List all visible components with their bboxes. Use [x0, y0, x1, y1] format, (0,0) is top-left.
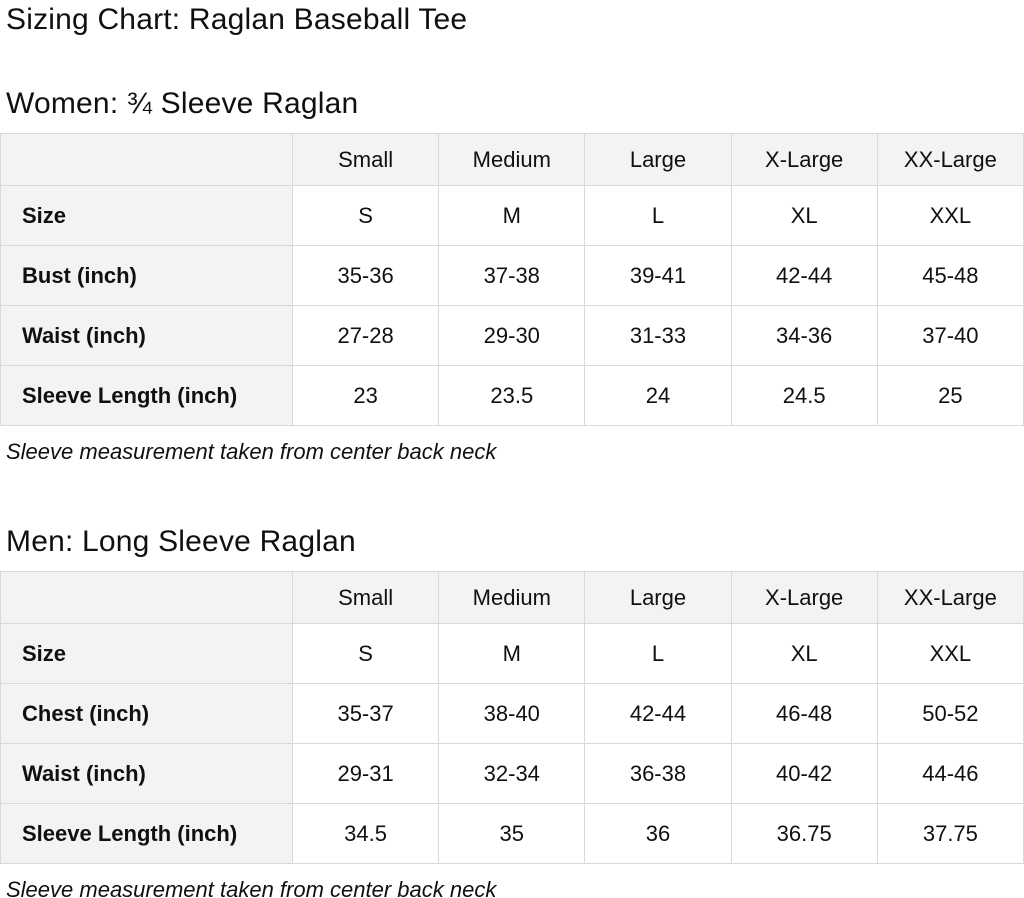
column-header-small: Small: [291, 133, 440, 186]
table-cell: 35: [438, 803, 586, 864]
men-size-table: Small Medium Large X-Large XX-Large Size S M L XL…: [0, 571, 1024, 864]
table-cell: 36.75: [730, 803, 878, 864]
row-label: Waist (inch): [0, 305, 293, 366]
table-cell: 44-46: [876, 743, 1024, 804]
table-cell: XL: [730, 185, 878, 246]
men-sleeve-footnote: Sleeve measurement taken from center bac…: [6, 877, 497, 898]
table-cell: 40-42: [730, 743, 878, 804]
table-cell: 29-31: [291, 743, 440, 804]
table-header-row: Small Medium Large X-Large XX-Large: [0, 571, 1024, 624]
row-label: Chest (inch): [0, 683, 293, 744]
table-row: Size S M L XL XXL: [0, 185, 1024, 246]
table-cell: 24.5: [730, 365, 878, 426]
corner-cell: [0, 133, 293, 186]
table-cell: S: [291, 185, 440, 246]
table-header-row: Small Medium Large X-Large XX-Large: [0, 133, 1024, 186]
table-cell: 29-30: [438, 305, 586, 366]
table-cell: L: [584, 185, 732, 246]
table-cell: 37-40: [876, 305, 1024, 366]
table-cell: XXL: [876, 623, 1024, 684]
column-header-x-large: X-Large: [730, 571, 878, 624]
column-header-small: Small: [291, 571, 440, 624]
section-women: Women: ¾ Sleeve Raglan Small Medium Large X…: [0, 86, 1024, 465]
women-size-table: Small Medium Large X-Large XX-Large Size S M L XL…: [0, 133, 1024, 426]
table-cell: 35-37: [291, 683, 440, 744]
corner-cell: [0, 571, 293, 624]
table-cell: 42-44: [584, 683, 732, 744]
table-cell: S: [291, 623, 440, 684]
table-cell: XXL: [876, 185, 1024, 246]
table-cell: 35-36: [291, 245, 440, 306]
table-row: Waist (inch) 27-28 29-30 31-33 34-36 37-40: [0, 305, 1024, 366]
table-cell: 46-48: [730, 683, 878, 744]
table-cell: 34-36: [730, 305, 878, 366]
table-cell: L: [584, 623, 732, 684]
table-row: Sleeve Length (inch) 34.5 35 36 36.75 37.75: [0, 803, 1024, 864]
page-title: Sizing Chart: Raglan Baseball Tee: [6, 3, 468, 36]
column-header-xx-large: XX-Large: [876, 133, 1024, 186]
table-cell: 32-34: [438, 743, 586, 804]
table-row: Sleeve Length (inch) 23 23.5 24 24.5 25: [0, 365, 1024, 426]
row-label: Sleeve Length (inch): [0, 365, 293, 426]
table-cell: 50-52: [876, 683, 1024, 744]
table-cell: 42-44: [730, 245, 878, 306]
table-cell: 31-33: [584, 305, 732, 366]
section-men: Men: Long Sleeve Raglan Small Medium Large…: [0, 524, 1024, 898]
women-section-heading: Women: ¾ Sleeve Raglan: [6, 87, 359, 120]
table-cell: 36: [584, 803, 732, 864]
row-label: Size: [0, 623, 293, 684]
women-sleeve-footnote: Sleeve measurement taken from center bac…: [6, 439, 497, 464]
table-cell: 23: [291, 365, 440, 426]
column-header-xx-large: XX-Large: [876, 571, 1024, 624]
column-header-x-large: X-Large: [730, 133, 878, 186]
table-cell: 25: [876, 365, 1024, 426]
table-cell: 37-38: [438, 245, 586, 306]
table-cell: 24: [584, 365, 732, 426]
table-row: Bust (inch) 35-36 37-38 39-41 42-44 45-48: [0, 245, 1024, 306]
row-label: Size: [0, 185, 293, 246]
table-cell: M: [438, 185, 586, 246]
table-cell: 38-40: [438, 683, 586, 744]
table-cell: XL: [730, 623, 878, 684]
table-cell: 45-48: [876, 245, 1024, 306]
column-header-medium: Medium: [438, 133, 586, 186]
row-label: Bust (inch): [0, 245, 293, 306]
table-row: Waist (inch) 29-31 32-34 36-38 40-42 44-46: [0, 743, 1024, 804]
table-row: Size S M L XL XXL: [0, 623, 1024, 684]
row-label: Waist (inch): [0, 743, 293, 804]
table-cell: 37.75: [876, 803, 1024, 864]
row-label: Sleeve Length (inch): [0, 803, 293, 864]
table-row: Chest (inch) 35-37 38-40 42-44 46-48 50-52: [0, 683, 1024, 744]
column-header-large: Large: [584, 133, 732, 186]
table-cell: 39-41: [584, 245, 732, 306]
table-cell: 23.5: [438, 365, 586, 426]
column-header-medium: Medium: [438, 571, 586, 624]
table-cell: 27-28: [291, 305, 440, 366]
column-header-large: Large: [584, 571, 732, 624]
table-cell: M: [438, 623, 586, 684]
table-cell: 36-38: [584, 743, 732, 804]
table-cell: 34.5: [291, 803, 440, 864]
men-section-heading: Men: Long Sleeve Raglan: [6, 525, 356, 558]
